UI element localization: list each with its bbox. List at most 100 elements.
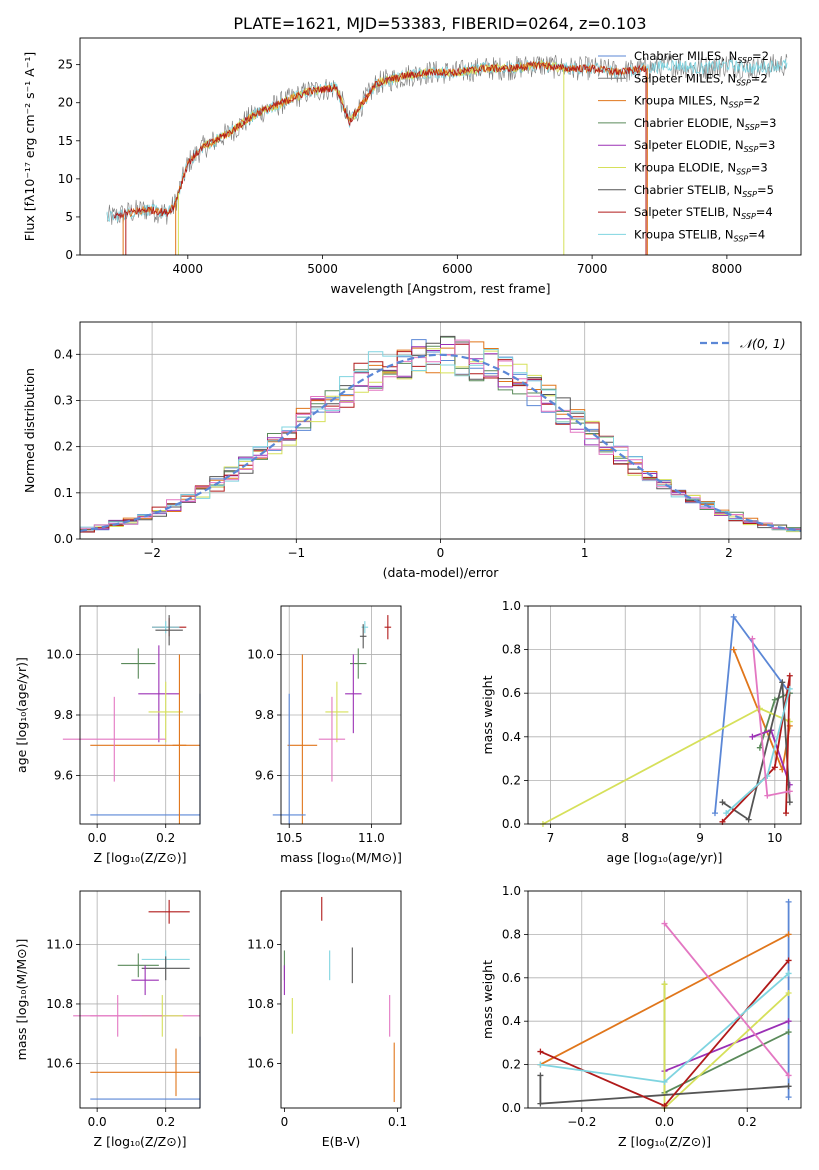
x-axis-label: Z [log₁₀(Z/Z⊙)] — [94, 1134, 187, 1149]
weight-marker — [719, 799, 726, 806]
x-tick-label: 8 — [621, 831, 629, 845]
x-tick-label: 2 — [725, 546, 733, 560]
y-tick-label: 10.8 — [46, 997, 73, 1011]
y-tick-label: 0.2 — [502, 1058, 521, 1072]
age-vs-mass-panel: 10.5 11.0 9.6 9.8 10.0 mass [log₁₀(M/M⊙)] — [247, 605, 402, 865]
weight-marker — [723, 810, 730, 817]
x-axis-label: age [log₁₀(age/yr)] — [607, 850, 723, 865]
y-tick-label: 5 — [65, 210, 73, 224]
spectrum-panel: Chabrier MILES, NSSP=2 Salpeter MILES, NS… — [22, 37, 802, 296]
weight-marker — [730, 613, 737, 620]
charts-layer: Chabrier MILES, NSSP=2 Salpeter MILES, NS… — [14, 37, 802, 1149]
weight-marker — [786, 781, 793, 788]
y-tick-label: 9.6 — [255, 769, 274, 783]
legend-label: Salpeter ELODIE, NSSP=3 — [634, 138, 775, 154]
histogram-step — [80, 339, 801, 530]
legend-label: 𝒩(0, 1) — [740, 336, 786, 351]
y-tick-label: 10.0 — [46, 647, 73, 661]
weight-marker — [771, 696, 778, 703]
weight-marker — [771, 764, 778, 771]
x-tick-label: 4000 — [173, 262, 204, 276]
x-tick-label: 0.0 — [88, 831, 107, 845]
x-tick-label: −1 — [287, 546, 305, 560]
axes-frame — [79, 890, 201, 1109]
weight-marker — [785, 957, 792, 964]
x-tick-label: 5000 — [307, 262, 338, 276]
y-tick-label: 0.1 — [54, 486, 73, 500]
weight-marker — [785, 970, 792, 977]
legend-label: Kroupa STELIB, NSSP=4 — [634, 227, 765, 243]
y-tick-label: 0.6 — [502, 686, 521, 700]
y-tick-label: 0.4 — [54, 347, 73, 361]
spectrum-line — [200, 59, 566, 150]
legend-label: Chabrier STELIB, NSSP=5 — [634, 183, 774, 199]
x-tick-label: 0 — [437, 546, 445, 560]
weight-marker — [783, 810, 790, 817]
weight-marker — [786, 799, 793, 806]
y-axis-label: Flux [fλ10⁻¹⁷ erg cm⁻² s⁻¹ A⁻¹] — [22, 52, 37, 241]
legend-label: Kroupa MILES, NSSP=2 — [634, 94, 760, 110]
spectrum-line — [126, 60, 646, 218]
weight-line — [542, 707, 791, 825]
weight-marker — [661, 981, 668, 988]
y-axis-label: mass weight — [480, 675, 495, 754]
figure-title: PLATE=1621, MJD=53383, FIBERID=0264, z=0… — [233, 14, 646, 33]
x-axis-label: wavelength [Angstrom, rest frame] — [330, 281, 550, 296]
y-tick-label: 10.0 — [247, 647, 274, 661]
weight-marker — [785, 989, 792, 996]
y-tick-label: 0.3 — [54, 393, 73, 407]
y-tick-label: 10.6 — [46, 1056, 73, 1070]
weight-marker — [661, 920, 668, 927]
x-tick-label: 10 — [767, 831, 782, 845]
y-tick-label: 0.0 — [502, 817, 521, 831]
y-tick-label: 1.0 — [502, 884, 521, 898]
x-tick-label: 0.0 — [655, 1115, 674, 1129]
weight-marker — [537, 1061, 544, 1068]
weight-line — [721, 675, 791, 823]
x-axis-label: (data-model)/error — [383, 565, 500, 580]
y-tick-label: 0.4 — [502, 1014, 521, 1028]
y-tick-label: 10.6 — [247, 1056, 274, 1070]
y-tick-label: 0.2 — [54, 440, 73, 454]
normal-curve — [79, 353, 802, 532]
y-tick-label: 11.0 — [46, 938, 73, 952]
legend-label: Salpeter STELIB, NSSP=4 — [634, 205, 773, 221]
weight-marker — [730, 646, 737, 653]
age-vs-Z-panel: 0.0 0.2 9.6 9.8 10.0 Z [log₁₀(Z/Z⊙)] age [log₁… — [14, 605, 201, 865]
weight-marker — [785, 1094, 792, 1101]
mass-vs-ebv-panel: 0 0.1 10.6 10.8 11.0 E(B-V) — [247, 890, 407, 1149]
weight-line — [663, 922, 790, 1077]
y-tick-label: 0.0 — [54, 532, 73, 546]
x-tick-label: −0.2 — [567, 1115, 596, 1129]
x-tick-label: 7 — [547, 831, 555, 845]
y-axis-label: mass weight — [480, 960, 495, 1039]
x-axis-label: mass [log₁₀(M/M⊙)] — [280, 850, 402, 865]
x-tick-label: 0.1 — [388, 1115, 407, 1129]
x-tick-label: 8000 — [712, 262, 743, 276]
y-tick-label: 0.0 — [502, 1101, 521, 1115]
legend-label: Salpeter MILES, NSSP=2 — [634, 71, 768, 87]
weight-marker — [785, 1018, 792, 1025]
x-tick-label: 11.0 — [358, 831, 385, 845]
legend: Chabrier MILES, NSSP=2 Salpeter MILES, NS… — [598, 49, 776, 243]
y-tick-label: 10.8 — [247, 997, 274, 1011]
weight-marker — [785, 1072, 792, 1079]
y-axis-label: Normed distribution — [22, 368, 37, 493]
x-tick-label: 1 — [581, 546, 589, 560]
spectrum-line — [106, 58, 788, 222]
weight-marker — [745, 816, 752, 823]
mass-vs-Z-panel: 0.0 0.2 10.6 10.8 11.0 Z [log₁₀(Z/Z⊙)] mass [l… — [14, 890, 201, 1149]
weight-marker — [785, 1029, 792, 1036]
weight-marker — [711, 810, 718, 817]
y-tick-label: 9.6 — [54, 769, 73, 783]
y-tick-label: 0.6 — [502, 971, 521, 985]
axes-frame — [280, 890, 402, 1109]
y-tick-label: 0.8 — [502, 927, 521, 941]
y-tick-label: 9.8 — [255, 708, 274, 722]
y-tick-label: 11.0 — [247, 938, 274, 952]
y-tick-label: 0 — [65, 248, 73, 262]
y-tick-label: 25 — [58, 58, 73, 72]
histogram-step — [80, 349, 801, 532]
axes-frame — [527, 605, 802, 825]
